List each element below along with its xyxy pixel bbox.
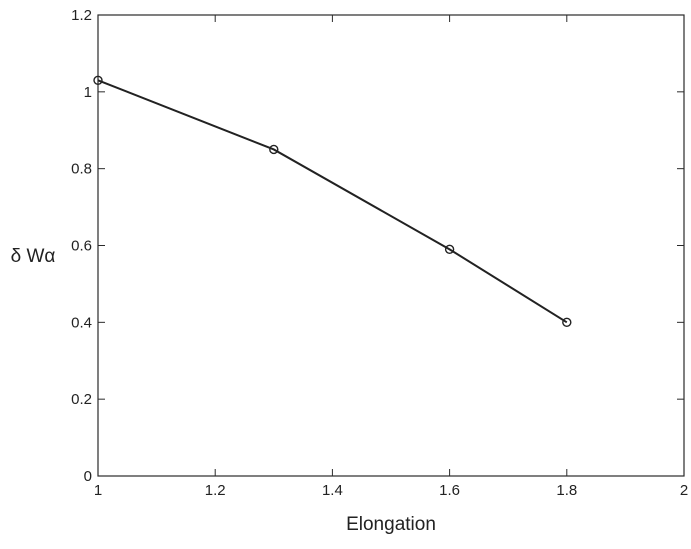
series-line (97, 79, 568, 324)
data-point (444, 244, 455, 255)
x-tick-label: 2 (680, 482, 688, 499)
data-point (93, 75, 103, 86)
plot-area-frame (97, 14, 685, 477)
x-tick-label: 1.6 (439, 482, 460, 499)
x-axis-label: Elongation (346, 514, 436, 535)
y-tick-label: 1 (84, 84, 92, 101)
x-tick-label: 1 (94, 482, 102, 499)
x-tick-label: 1.4 (322, 482, 343, 499)
x-tick-label: 1.8 (556, 482, 577, 499)
y-tick-label: 0.2 (71, 391, 92, 408)
y-tick-label: 1.2 (71, 7, 92, 24)
data-point (562, 317, 572, 328)
y-axis-label: δ Wα (11, 246, 56, 267)
data-point (269, 144, 279, 155)
series-layer (93, 75, 572, 328)
y-tick-label: 0 (84, 468, 92, 485)
x-tick-label: 1.2 (205, 482, 226, 499)
y-tick-label: 0.4 (71, 314, 92, 331)
y-tick-label: 0.6 (71, 238, 92, 255)
y-tick-label: 0.8 (71, 161, 92, 178)
axis-ticks: 1 1.2 1.4 1.6 1.8 2 0 0.2 0.4 0.6 0.8 1 1.2 (71, 7, 688, 499)
